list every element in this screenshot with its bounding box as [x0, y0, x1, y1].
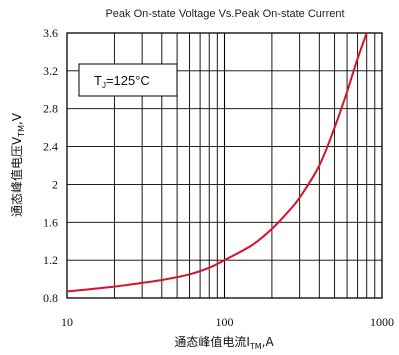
plot-frame	[66, 32, 383, 299]
series-line	[66, 32, 368, 293]
y-tick-label: 2	[52, 177, 58, 191]
annotation-box	[78, 63, 178, 97]
y-tick-label: 1.6	[43, 215, 58, 229]
x-tick-label: 100	[216, 315, 234, 329]
temperature-annotation: TJ=125°C	[78, 63, 178, 97]
annotation-text: TJ=125°C	[94, 73, 150, 90]
chart-title: Peak On-state Voltage Vs.Peak On-state C…	[105, 8, 344, 20]
y-tick-label: 3.6	[43, 26, 58, 40]
y-tick-label: 0.8	[43, 291, 58, 305]
x-axis-label: 通态峰值电流ITM,A	[174, 334, 274, 351]
y-tick-label: 2.8	[43, 102, 58, 116]
y-tick-label: 1.2	[43, 253, 58, 267]
x-tick-label: 1000	[370, 315, 394, 329]
y-tick-label: 2.4	[43, 140, 58, 154]
x-tick-label: 10	[61, 315, 73, 329]
tick-labels: 10 100 1000 0.8 1.2 1.6 2 2.4 2.8 3.2 3.6	[43, 26, 394, 329]
y-tick-label: 3.2	[43, 64, 58, 78]
y-axis-label: 通态峰值电压VTM,V	[9, 112, 26, 217]
